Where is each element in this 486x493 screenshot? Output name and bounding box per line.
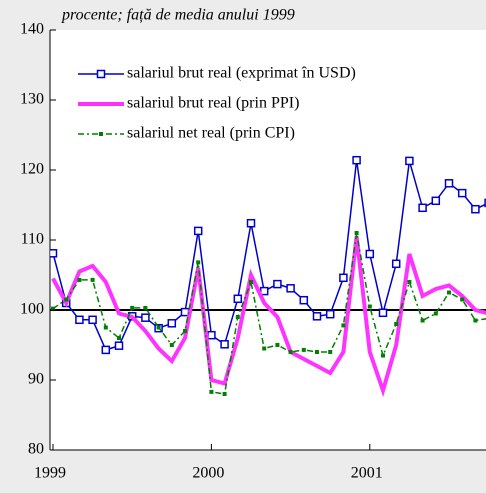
- data-point: [473, 318, 478, 323]
- data-point: [352, 155, 361, 165]
- data-point: [114, 341, 124, 350]
- data-point: [64, 297, 69, 302]
- data-point: [196, 260, 201, 265]
- data-point: [288, 350, 293, 354]
- data-point: [88, 315, 97, 325]
- data-point: [328, 350, 333, 354]
- data-point: [444, 179, 454, 188]
- data-point: [312, 312, 322, 321]
- y-tick-label: 130: [20, 91, 44, 108]
- data-point: [209, 389, 214, 394]
- data-point: [391, 259, 401, 269]
- data-point: [447, 290, 451, 295]
- plot-area: [50, 30, 486, 450]
- data-point: [117, 336, 121, 340]
- data-point: [273, 279, 282, 289]
- y-tick-label: 100: [20, 301, 44, 318]
- data-point: [339, 273, 348, 283]
- data-point: [233, 294, 243, 304]
- y-tick-label: 90: [28, 371, 44, 388]
- x-tick-label: 2000: [192, 465, 224, 482]
- data-point: [286, 284, 295, 293]
- series-line: [52, 232, 486, 395]
- data-point: [90, 277, 95, 282]
- y-tick-label: 110: [21, 231, 44, 248]
- data-point: [299, 295, 309, 305]
- data-point: [431, 196, 441, 206]
- data-point: [167, 319, 177, 328]
- data-point: [193, 226, 203, 236]
- data-point: [101, 345, 111, 355]
- subtitle: procente; față de media anului 1999: [61, 7, 295, 24]
- legend-marker: [99, 132, 103, 136]
- data-point: [220, 340, 229, 349]
- legend-label: salariul net real (prin CPI): [127, 125, 295, 142]
- data-point: [460, 297, 465, 302]
- data-point: [325, 309, 335, 319]
- data-point: [378, 308, 388, 318]
- legend-label: salariul brut real (prin PPI): [127, 95, 299, 112]
- data-point: [249, 280, 253, 284]
- data-point: [77, 277, 82, 282]
- data-point: [143, 305, 148, 310]
- data-point: [275, 343, 280, 347]
- x-tick-label: 2001: [351, 465, 383, 482]
- legend-marker: [96, 69, 106, 79]
- data-point: [183, 329, 187, 333]
- series-line: [51, 236, 486, 398]
- data-point: [156, 325, 161, 330]
- data-point: [315, 350, 319, 354]
- data-point: [207, 330, 216, 340]
- data-point: [75, 315, 84, 325]
- data-point: [433, 311, 438, 316]
- plot: [50, 155, 486, 398]
- data-point: [407, 280, 412, 284]
- data-point: [420, 318, 425, 323]
- data-point: [130, 305, 135, 310]
- data-point: [246, 218, 256, 228]
- data-point: [471, 204, 480, 214]
- x-tick-label: 1999: [34, 465, 66, 482]
- data-point: [394, 322, 399, 326]
- data-point: [301, 347, 306, 352]
- y-tick-label: 140: [20, 21, 44, 38]
- legend-label: salariul brut real (exprimat în USD): [127, 65, 356, 82]
- data-point: [51, 306, 55, 311]
- data-point: [235, 315, 240, 319]
- data-point: [365, 249, 375, 259]
- data-point: [103, 325, 108, 330]
- data-point: [262, 346, 267, 351]
- y-tick-label: 120: [20, 161, 44, 178]
- data-point: [169, 343, 174, 347]
- data-point: [50, 249, 58, 258]
- data-point: [141, 313, 150, 322]
- series-line: [52, 160, 486, 351]
- data-point: [354, 231, 359, 235]
- data-point: [405, 156, 414, 166]
- data-point: [341, 323, 346, 328]
- data-point: [222, 392, 227, 396]
- data-point: [367, 304, 372, 309]
- data-point: [381, 353, 385, 358]
- data-point: [457, 188, 467, 198]
- y-tick-label: 80: [28, 441, 44, 458]
- data-point: [418, 203, 427, 213]
